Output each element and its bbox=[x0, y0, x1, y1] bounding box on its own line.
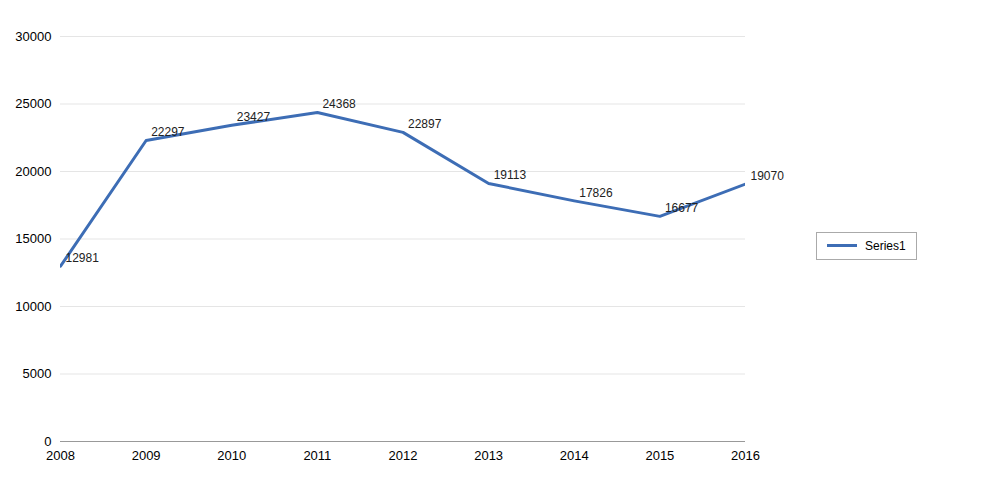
svg-text:2008: 2008 bbox=[46, 447, 75, 462]
svg-text:19070: 19070 bbox=[751, 168, 785, 182]
svg-text:30000: 30000 bbox=[15, 28, 51, 43]
svg-text:16677: 16677 bbox=[665, 201, 699, 215]
svg-text:24368: 24368 bbox=[322, 97, 356, 111]
html-text:Series1: Series1 bbox=[865, 238, 906, 253]
svg-text:15000: 15000 bbox=[15, 231, 51, 246]
svg-text:2011: 2011 bbox=[303, 447, 331, 462]
svg-text:2015: 2015 bbox=[645, 447, 674, 462]
svg-text:17826: 17826 bbox=[579, 185, 613, 199]
svg-text:2013: 2013 bbox=[474, 447, 503, 462]
svg-text:5000: 5000 bbox=[23, 366, 52, 381]
svg-text:2010: 2010 bbox=[217, 447, 246, 462]
svg-text:2016: 2016 bbox=[731, 447, 760, 462]
svg-text:12981: 12981 bbox=[66, 251, 100, 265]
svg-text:20000: 20000 bbox=[15, 163, 51, 178]
svg-text:2014: 2014 bbox=[560, 447, 589, 462]
svg-text:10000: 10000 bbox=[15, 298, 51, 313]
svg-text:0: 0 bbox=[44, 433, 51, 448]
svg-text:19113: 19113 bbox=[494, 168, 527, 182]
svg-text:22897: 22897 bbox=[408, 117, 442, 131]
svg-text:2012: 2012 bbox=[389, 447, 418, 462]
svg-text:25000: 25000 bbox=[15, 96, 51, 111]
svg-text:22297: 22297 bbox=[151, 125, 185, 139]
svg-text:2009: 2009 bbox=[132, 447, 161, 462]
svg-text:23427: 23427 bbox=[237, 110, 271, 124]
